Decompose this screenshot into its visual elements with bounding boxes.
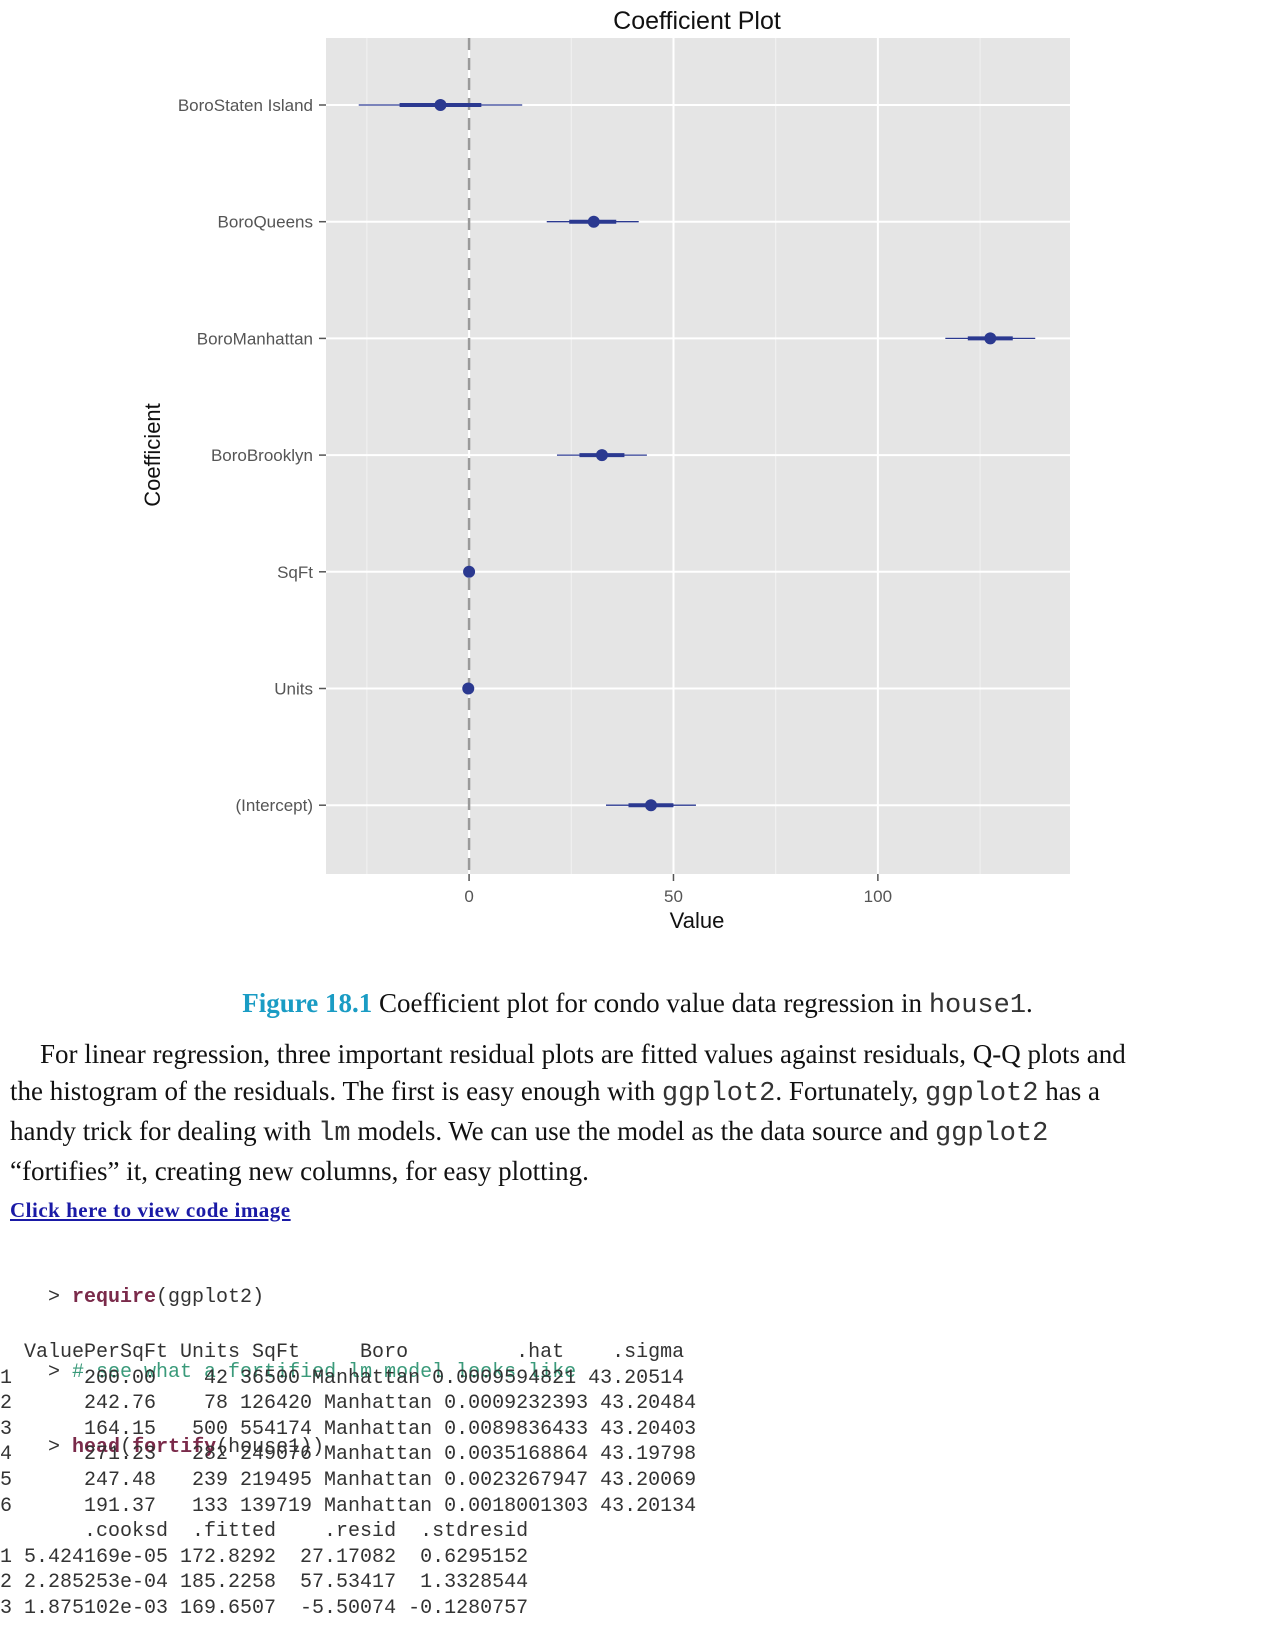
keyword: fortify bbox=[132, 1436, 217, 1459]
coefficient-point bbox=[644, 799, 657, 812]
coefficient-point bbox=[595, 449, 608, 462]
prompt: > bbox=[48, 1436, 73, 1459]
x-tick-label: 0 bbox=[464, 887, 473, 906]
text-run: models. We can use the model as the data… bbox=[350, 1116, 935, 1146]
code-text: (house1)) bbox=[216, 1436, 325, 1459]
y-tick-label: (Intercept) bbox=[236, 796, 313, 815]
keyword: require bbox=[72, 1286, 157, 1309]
keyword: head bbox=[72, 1436, 121, 1459]
coefficient-point bbox=[984, 332, 997, 345]
x-tick-label: 100 bbox=[864, 887, 892, 906]
output-line: 1 5.424169e-05 172.8292 27.17082 0.62951… bbox=[0, 1545, 529, 1569]
figure-number: Figure 18.1 bbox=[242, 988, 373, 1018]
coefficient-plot-figure: Coefficient Plot BoroStaten Island BoroQu… bbox=[140, 7, 1070, 933]
prompt: > bbox=[48, 1286, 73, 1309]
output-line: ValuePerSqFt Units SqFt Boro .hat .sigma bbox=[0, 1341, 685, 1364]
y-tick-label: BoroStaten Island bbox=[178, 96, 313, 115]
inline-code: ggplot2 bbox=[661, 1079, 776, 1109]
x-tick-label: 50 bbox=[664, 887, 683, 906]
code-line-2: > # see what a fortified lm model looks … bbox=[0, 1360, 1275, 1385]
code-text: ( bbox=[120, 1436, 133, 1459]
paragraph-line-1: For linear regression, three important r… bbox=[40, 1039, 1126, 1069]
code-block: > require(ggplot2) > # see what a fortif… bbox=[0, 1235, 1275, 1485]
coefficient-point bbox=[587, 215, 600, 228]
paragraph-line-2: the histogram of the residuals. The firs… bbox=[10, 1073, 1260, 1113]
paragraph-line-4: “fortifies” it, creating new columns, fo… bbox=[10, 1156, 589, 1186]
y-tick-label: BoroManhattan bbox=[197, 329, 313, 348]
y-tick-label: SqFt bbox=[277, 563, 313, 582]
output-line: 2 2.285253e-04 185.2258 57.53417 1.33285… bbox=[0, 1571, 529, 1595]
coefficient-point bbox=[434, 99, 447, 111]
x-axis-title: Value bbox=[670, 908, 725, 933]
code-line-1: > require(ggplot2) bbox=[0, 1285, 1275, 1310]
code-text: (ggplot2) bbox=[156, 1286, 265, 1309]
output-line: 1 200.00 42 36500 Manhattan 0.0009594821… bbox=[0, 1366, 685, 1390]
output-line: .cooksd .fitted .resid .stdresid bbox=[0, 1520, 529, 1544]
output-line: 6 191.37 133 139719 Manhattan 0.00180013… bbox=[0, 1494, 697, 1518]
figure-caption: Figure 18.1 Coefficient plot for condo v… bbox=[0, 988, 1275, 1021]
caption-code: house1 bbox=[928, 991, 1027, 1021]
x-axis-tick-labels: 0 50 100 bbox=[464, 874, 892, 906]
output-line: 3 164.15 500 554174 Manhattan 0.00898364… bbox=[0, 1417, 697, 1441]
text-run: handy trick for dealing with bbox=[10, 1116, 319, 1146]
text-run: has a bbox=[1038, 1076, 1100, 1106]
text-run: . Fortunately, bbox=[775, 1076, 926, 1106]
view-code-image-link[interactable]: Click here to view code image bbox=[10, 1198, 291, 1222]
paragraph-line-3: handy trick for dealing with lm models. … bbox=[10, 1113, 1260, 1153]
output-line: 5 247.48 239 219495 Manhattan 0.00232679… bbox=[0, 1468, 697, 1492]
output-line: 3 1.875102e-03 169.6507 -5.50074 -0.1280… bbox=[0, 1596, 529, 1620]
y-tick-label: BoroBrooklyn bbox=[211, 446, 313, 465]
inline-code: ggplot2 bbox=[925, 1079, 1039, 1109]
caption-tail: . bbox=[1026, 988, 1033, 1018]
inline-code: ggplot2 bbox=[934, 1119, 1049, 1149]
prompt: > bbox=[48, 1361, 73, 1384]
coefficient-marks bbox=[358, 99, 1036, 812]
coefficient-point bbox=[462, 682, 475, 695]
y-tick-label: Units bbox=[274, 680, 313, 699]
output-line: 4 271.23 282 249076 Manhattan 0.00351688… bbox=[0, 1443, 697, 1467]
caption-text: Coefficient plot for condo value data re… bbox=[378, 988, 929, 1018]
y-axis-tick-labels: BoroStaten Island BoroQueens BoroManhattan… bbox=[178, 96, 326, 815]
coefficient-point bbox=[463, 565, 476, 578]
console-output: ValuePerSqFt Units SqFt Boro .hat .sigma… bbox=[0, 1340, 1275, 1622]
body-paragraph: For linear regression, three important r… bbox=[10, 1036, 1260, 1190]
plot-title: Coefficient Plot bbox=[613, 7, 781, 35]
text-run: the histogram of the residuals. The firs… bbox=[10, 1076, 662, 1106]
output-line: 2 242.76 78 126420 Manhattan 0.000923239… bbox=[0, 1392, 697, 1416]
inline-code: lm bbox=[318, 1119, 351, 1149]
code-line-3: > head(fortify(house1)) bbox=[0, 1435, 1275, 1460]
y-axis-title: Coefficient bbox=[140, 403, 165, 507]
code-comment: # see what a fortified lm model looks li… bbox=[72, 1361, 577, 1384]
y-tick-label: BoroQueens bbox=[218, 213, 313, 232]
